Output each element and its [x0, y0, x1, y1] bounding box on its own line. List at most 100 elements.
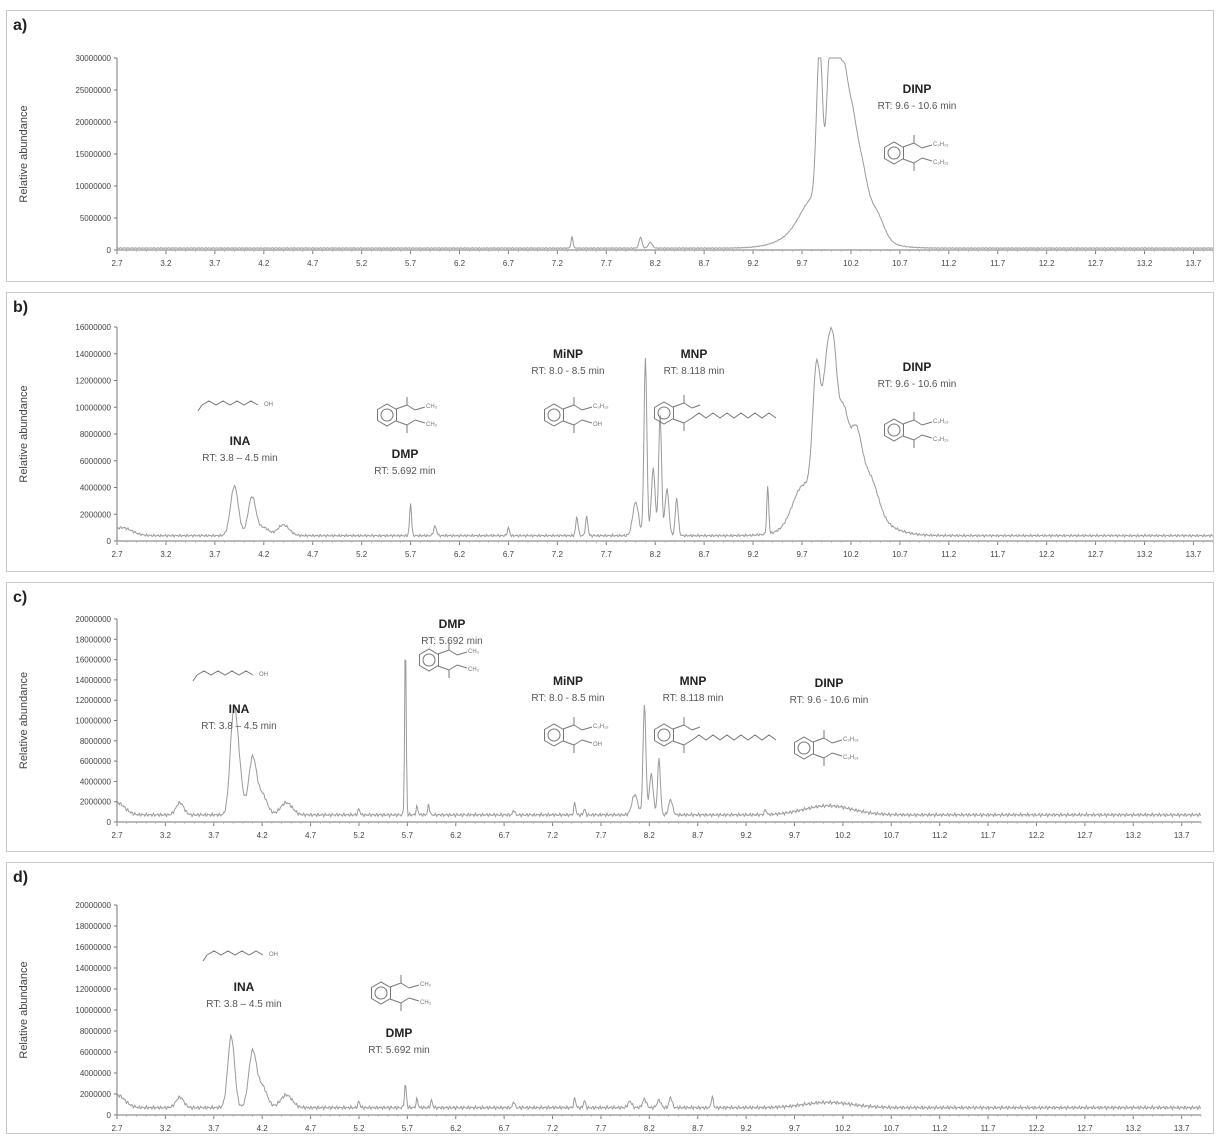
ina-structure-icon: OH [197, 400, 273, 412]
svg-text:C₉H₁₉: C₉H₁₉ [843, 737, 859, 743]
x-tick-label: 8.2 [650, 259, 662, 268]
compound-name: DMP [439, 617, 466, 631]
y-tick-label: 14000000 [75, 964, 111, 973]
x-tick-label: 12.2 [1039, 259, 1055, 268]
y-tick-label: 20000000 [75, 615, 111, 624]
svg-text:OH: OH [593, 422, 602, 428]
x-tick-label: 11.2 [941, 550, 957, 559]
y-tick-label: 18000000 [75, 635, 111, 644]
x-tick-label: 9.7 [789, 831, 801, 840]
x-tick-label: 2.7 [111, 831, 123, 840]
svg-text:C₉H₁₉: C₉H₁₉ [933, 160, 949, 166]
x-tick-label: 13.7 [1186, 550, 1202, 559]
compound-annotation-dmp: DMP RT: 5.692 min CH₃ CH₃ [368, 975, 432, 1056]
x-tick-label: 10.2 [843, 550, 859, 559]
x-tick-label: 4.7 [307, 259, 319, 268]
retention-time: RT: 5.692 min [368, 1045, 430, 1056]
x-tick-label: 8.2 [644, 831, 656, 840]
x-tick-label: 12.7 [1077, 831, 1093, 840]
x-tick-label: 7.7 [595, 1124, 607, 1133]
dmp-structure-icon: CH₃ CH₃ [377, 397, 438, 433]
mnp-structure-icon [654, 717, 777, 753]
x-tick-label: 8.7 [699, 550, 711, 559]
y-tick-label: 4000000 [80, 484, 112, 493]
svg-text:C₉H₁₉: C₉H₁₉ [593, 724, 609, 730]
svg-text:OH: OH [259, 672, 268, 678]
y-tick-label: 8000000 [80, 737, 112, 746]
y-tick-label: 14000000 [75, 676, 111, 685]
y-tick-label: 4000000 [80, 1069, 112, 1078]
x-tick-label: 5.2 [356, 259, 368, 268]
y-tick-label: 0 [107, 818, 112, 827]
y-tick-label: 15000000 [75, 150, 111, 159]
y-tick-label: 12000000 [75, 377, 111, 386]
x-tick-label: 2.7 [111, 259, 123, 268]
svg-text:OH: OH [264, 402, 273, 408]
panel-label: c) [13, 589, 28, 606]
compound-name: MiNP [553, 347, 583, 361]
x-tick-label: 10.7 [883, 831, 899, 840]
x-tick-label: 4.7 [305, 1124, 317, 1133]
dinp-structure-icon: C₉H₁₉ C₉H₁₉ [884, 412, 949, 448]
x-tick-label: 9.2 [748, 550, 760, 559]
compound-annotation-mnp: MNP RT: 8.118 min [654, 347, 777, 431]
compound-name: DMP [386, 1026, 413, 1040]
x-tick-label: 5.2 [356, 550, 368, 559]
x-tick-label: 7.2 [547, 831, 559, 840]
retention-time: RT: 5.692 min [374, 466, 436, 477]
x-tick-label: 9.7 [796, 259, 808, 268]
x-tick-label: 6.7 [499, 831, 511, 840]
chromatogram-trace [116, 1033, 1202, 1111]
x-tick-label: 10.7 [892, 550, 908, 559]
x-tick-label: 13.7 [1174, 831, 1190, 840]
compound-name: INA [234, 980, 255, 994]
y-tick-label: 8000000 [80, 1027, 112, 1036]
y-tick-label: 12000000 [75, 985, 111, 994]
x-tick-label: 3.7 [208, 831, 220, 840]
chromatogram-panel-a: a) Relative abundance 30000000 25000000 200… [6, 10, 1214, 282]
retention-time: RT: 3.8 – 4.5 min [206, 999, 281, 1010]
x-tick-label: 6.7 [499, 1124, 511, 1133]
minp-structure-icon: C₉H₁₉ OH [544, 397, 609, 433]
y-tick-label: 0 [107, 246, 112, 255]
chromatogram-panel-d: d) Relative abundance 20000000 18000000 160… [6, 862, 1214, 1134]
retention-time: RT: 9.6 - 10.6 min [878, 379, 957, 390]
x-tick-label: 3.2 [160, 550, 172, 559]
y-tick-label: 20000000 [75, 901, 111, 910]
panel-label: d) [13, 869, 29, 886]
x-tick-label: 4.2 [257, 831, 269, 840]
y-tick-label: 2000000 [80, 510, 112, 519]
y-tick-label: 16000000 [75, 656, 111, 665]
x-tick-label: 9.2 [748, 259, 760, 268]
x-tick-label: 9.7 [796, 550, 808, 559]
x-tick-label: 11.2 [932, 831, 948, 840]
y-tick-label: 6000000 [80, 757, 112, 766]
x-tick-label: 7.7 [601, 550, 613, 559]
compound-name: DINP [903, 82, 932, 96]
x-tick-label: 5.2 [353, 1124, 365, 1133]
y-tick-label: 14000000 [75, 350, 111, 359]
x-tick-label: 10.2 [843, 259, 859, 268]
chromatogram-panel-b: b) Relative abundance 16000000 14000000 120… [6, 292, 1214, 572]
y-tick-label: 16000000 [75, 323, 111, 332]
x-tick-label: 12.7 [1088, 550, 1104, 559]
y-tick-label: 2000000 [80, 1090, 112, 1099]
y-tick-label: 16000000 [75, 943, 111, 952]
x-tick-label: 12.2 [1039, 550, 1055, 559]
x-tick-label: 13.7 [1174, 1124, 1190, 1133]
chromatogram-plot: Relative abundance2000000018000000160000… [18, 901, 1202, 1133]
x-tick-label: 8.7 [692, 831, 704, 840]
y-axis-label: Relative abundance [18, 961, 30, 1058]
retention-time: RT: 8.118 min [664, 366, 725, 377]
retention-time: RT: 8.0 - 8.5 min [531, 366, 604, 377]
retention-time: RT: 3.8 – 4.5 min [202, 453, 277, 464]
x-tick-label: 9.2 [741, 1124, 753, 1133]
chromatogram-trace [116, 659, 1202, 819]
retention-time: RT: 9.6 - 10.6 min [790, 695, 869, 706]
mnp-structure-icon [654, 395, 777, 431]
compound-annotation-minp: MiNP RT: 8.0 - 8.5 min C₉H₁₉ OH [531, 674, 609, 753]
x-tick-label: 5.7 [405, 259, 417, 268]
x-tick-label: 8.2 [650, 550, 662, 559]
compound-annotation-mnp: MNP RT: 8.118 min [654, 674, 777, 753]
x-tick-label: 7.2 [552, 259, 564, 268]
